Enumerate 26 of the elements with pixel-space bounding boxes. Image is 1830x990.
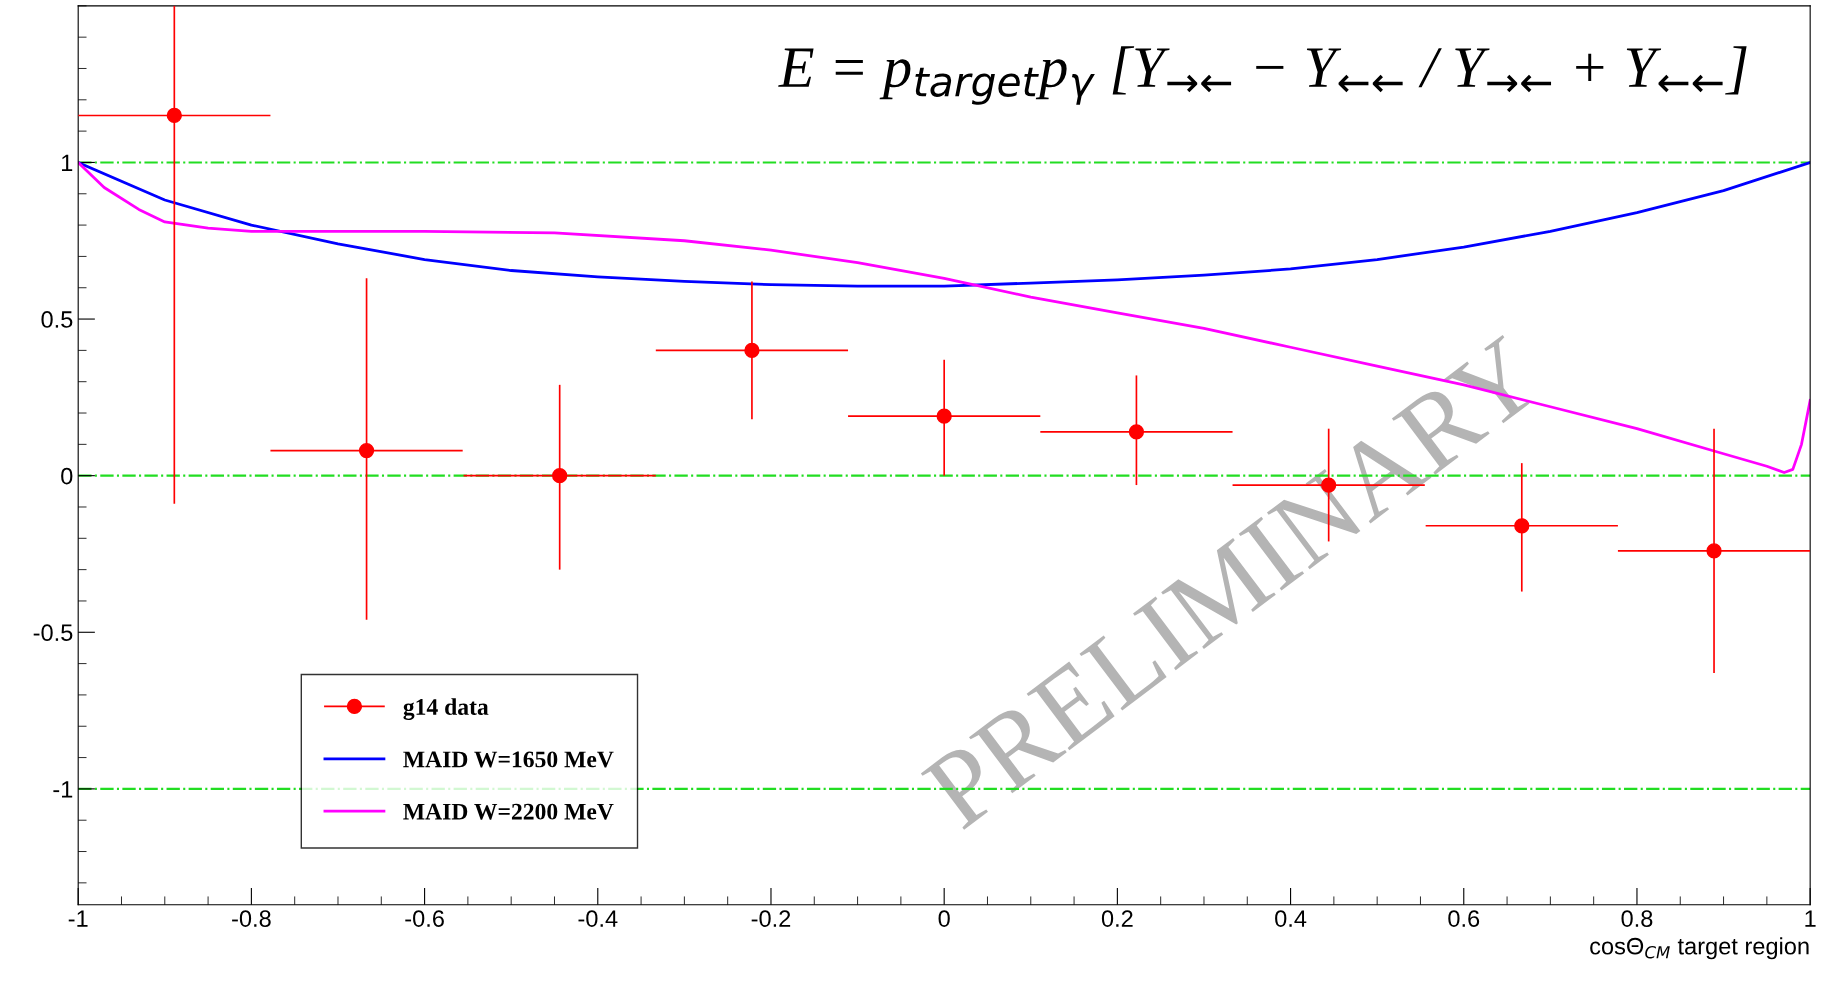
point: [744, 342, 760, 359]
legend-label: MAID W=2200 MeV: [403, 803, 614, 820]
y-tick-label: 0.5: [41, 311, 73, 328]
x-tick-label: 0.4: [1275, 910, 1307, 927]
x-tick-label: 0.2: [1101, 910, 1133, 927]
y-tick-label: -1: [53, 781, 73, 798]
line-series: [78, 161, 1811, 288]
point: [166, 107, 182, 124]
x-tick-label: 1: [1805, 910, 1816, 927]
y-tick-label: -0.5: [33, 624, 73, 642]
y-tick-label: 0: [61, 467, 73, 485]
legend-label: MAID W=1650 MeV: [403, 751, 614, 768]
legend-label: g14 data: [403, 698, 489, 720]
x-tick-label: -0.6: [405, 910, 444, 927]
y-tick-label: 1: [62, 154, 73, 171]
x-tick-label: 0.8: [1621, 910, 1653, 927]
point: [552, 468, 568, 484]
x-axis-title: cosΘ$_{CM}$ target region: [1590, 937, 1809, 960]
text: E = p$_{target}$p$_{γ}$ [Y$_{→←}$ − Y$_{←←}$ / Y$_{→←}$ + Y$_{←←}$]: [778, 46, 1747, 105]
x-tick-label: -0.4: [578, 910, 618, 927]
x-tick-label: -0.8: [232, 910, 271, 927]
x-tick-label: 0.6: [1448, 910, 1480, 927]
x-tick-label: 0: [938, 910, 950, 927]
x-tick-label: -0.2: [751, 910, 791, 927]
point: [358, 442, 375, 459]
point: [1706, 543, 1722, 559]
